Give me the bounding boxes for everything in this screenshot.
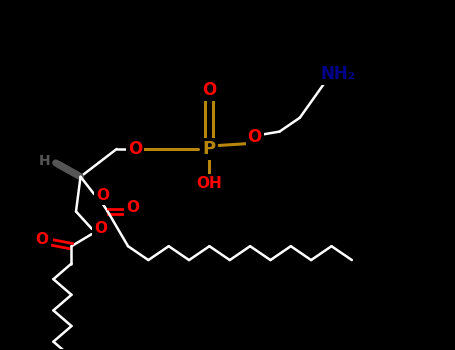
Text: NH₂: NH₂ xyxy=(321,65,356,83)
Text: O: O xyxy=(126,201,139,216)
Text: O: O xyxy=(128,140,142,158)
Text: O: O xyxy=(96,188,110,203)
Text: O: O xyxy=(248,128,262,146)
Text: O: O xyxy=(202,81,217,99)
Text: O: O xyxy=(94,221,107,236)
Text: P: P xyxy=(203,140,216,158)
Text: O: O xyxy=(35,232,49,247)
Text: H: H xyxy=(39,154,50,168)
Text: OH: OH xyxy=(197,176,222,191)
